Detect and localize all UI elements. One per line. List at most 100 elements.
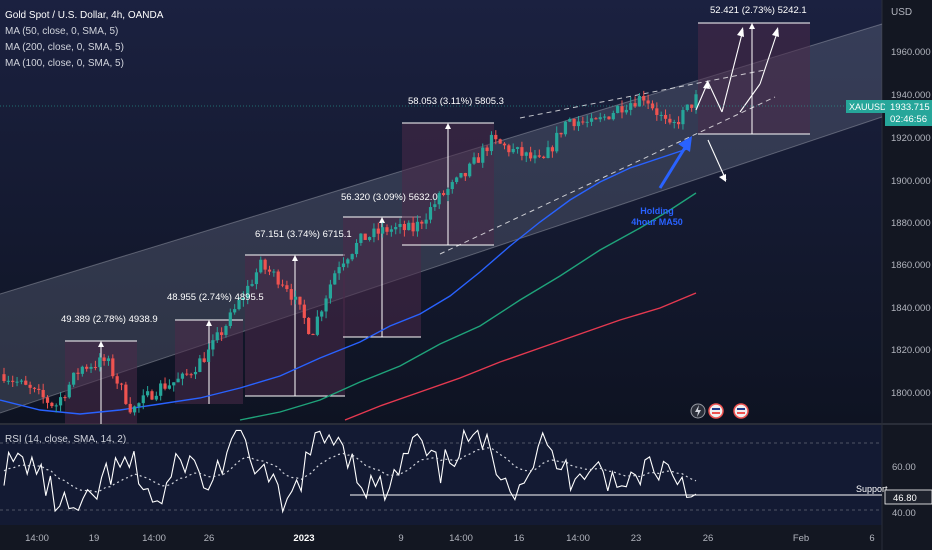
projection-arrowheads — [703, 27, 779, 182]
ma200-line[interactable] — [239, 192, 697, 421]
candle-body — [167, 385, 171, 389]
time-tick-label: 19 — [89, 533, 100, 544]
price-tick-label: 1820.000 — [891, 345, 931, 356]
candle-body — [333, 273, 337, 285]
candle-body — [424, 219, 428, 224]
last-price: 1933.715 — [890, 102, 930, 113]
candle-body — [437, 193, 441, 205]
wedge-lower-dashed[interactable] — [439, 96, 776, 255]
price-tick-label: 1940.000 — [891, 90, 931, 101]
candle-body — [293, 296, 298, 300]
candle-body — [511, 148, 515, 153]
indicator-ma200[interactable]: MA (200, close, 0, SMA, 5) — [5, 42, 124, 53]
candle-body — [298, 296, 302, 305]
ma100-line[interactable] — [344, 292, 697, 421]
candle-body — [346, 259, 350, 264]
holding-note-line1: Holding — [640, 206, 674, 216]
candle-body — [502, 143, 507, 146]
candle-body — [98, 357, 102, 368]
time-tick-label: 14:00 — [142, 533, 166, 544]
candle-body — [433, 204, 437, 208]
candle-body — [376, 228, 380, 234]
candle-body — [690, 104, 694, 108]
candle-body — [58, 397, 63, 406]
candle-body — [350, 254, 354, 260]
price-axis-bg — [882, 0, 932, 525]
time-tick-label: 2023 — [293, 533, 314, 544]
candle-body — [241, 297, 245, 301]
price-tick-label: 1900.000 — [891, 176, 931, 187]
candlesticks — [2, 90, 698, 416]
measure-box-5[interactable] — [402, 122, 494, 246]
rsi-line[interactable] — [3, 428, 697, 514]
candle-body — [559, 132, 563, 135]
price-tick-label: 1860.000 — [891, 260, 931, 271]
countdown: 02:46:56 — [890, 114, 927, 125]
candle-body — [494, 134, 498, 140]
candle-body — [354, 242, 359, 255]
candle-body — [481, 147, 485, 163]
rsi-support-label: Support — [856, 484, 888, 494]
price-tick-label: 1800.000 — [891, 388, 931, 399]
candle-body — [263, 259, 267, 270]
indicator-ma100[interactable]: MA (100, close, 0, SMA, 5) — [5, 58, 124, 69]
candle-body — [146, 391, 150, 396]
candle-body — [180, 373, 185, 379]
measure-box-1[interactable] — [65, 340, 137, 424]
price-tick-label: 1920.000 — [891, 133, 931, 144]
candle-body — [646, 100, 650, 104]
candle-body — [515, 147, 520, 149]
candle-body — [402, 223, 407, 231]
candle-body — [663, 114, 668, 119]
candle-body — [681, 110, 685, 125]
time-tick-label: 14:00 — [449, 533, 473, 544]
candle-body — [285, 285, 289, 290]
candle-body — [389, 229, 393, 232]
candle-body — [581, 121, 585, 123]
measure-box-6[interactable] — [698, 22, 810, 135]
candle-body — [685, 104, 689, 111]
price-tick-label: 1880.000 — [891, 218, 931, 229]
candle-body — [659, 114, 663, 116]
candle-body — [163, 383, 167, 389]
candle-body — [124, 384, 128, 404]
us-flag-icon[interactable] — [708, 403, 724, 419]
candle-body — [206, 349, 211, 362]
candle-body — [337, 267, 341, 274]
us-flag-icon-2[interactable] — [733, 403, 749, 419]
rsi-title[interactable]: RSI (14, close, SMA, 14, 2) — [5, 434, 126, 445]
candle-body — [463, 172, 467, 177]
rsi-value: 46.80 — [893, 493, 917, 504]
candle-body — [193, 371, 198, 375]
candle-body — [489, 134, 494, 152]
indicator-ma50[interactable]: MA (50, close, 0, SMA, 5) — [5, 26, 118, 37]
wedge-upper-dashed[interactable] — [519, 69, 766, 119]
event-icons[interactable] — [690, 403, 749, 419]
candle-body — [624, 109, 628, 113]
candle-body — [54, 405, 58, 407]
candle-body — [259, 259, 263, 273]
candle-body — [585, 121, 589, 123]
candle-body — [254, 272, 259, 285]
chart-title[interactable]: Gold Spot / U.S. Dollar, 4h, OANDA — [5, 10, 164, 21]
candle-body — [676, 121, 681, 125]
measure-label-4: 56.320 (3.09%) 5632.0 — [341, 192, 438, 203]
candle-body — [159, 383, 163, 396]
candle-body — [202, 358, 206, 362]
rsi-pane-bg — [0, 425, 882, 525]
symbol-tag: XAUUSD — [849, 102, 887, 112]
candle-body — [250, 284, 254, 286]
candle-body — [603, 116, 607, 118]
candle-body — [237, 300, 241, 310]
measure-box-3[interactable] — [245, 254, 345, 397]
channel-lower-line[interactable] — [0, 116, 883, 414]
time-tick-label: 23 — [631, 533, 642, 544]
candle-body — [115, 376, 119, 384]
candle-body — [568, 119, 572, 122]
measure-label-5: 58.053 (3.11%) 5805.3 — [408, 96, 504, 107]
rsi-ma-line[interactable] — [3, 447, 697, 493]
candle-body — [398, 223, 402, 227]
candle-body — [150, 391, 154, 400]
candle-body — [468, 163, 472, 177]
